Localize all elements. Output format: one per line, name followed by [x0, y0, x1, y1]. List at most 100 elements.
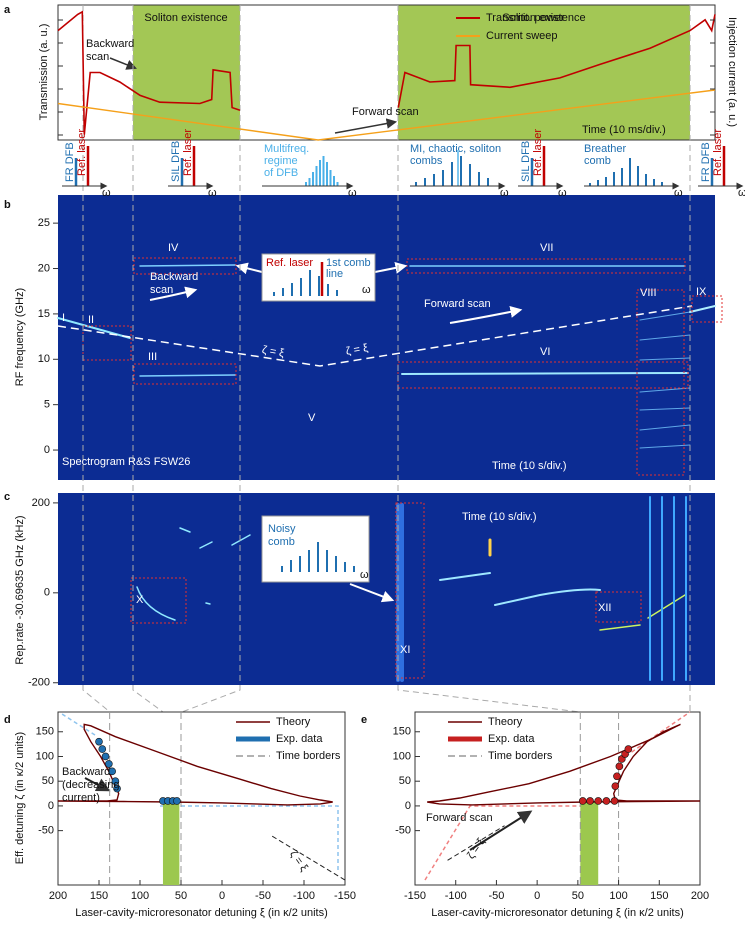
- annotation: Forward scan: [352, 106, 419, 118]
- axis-label: Laser-cavity-microresonator detuning ξ (…: [75, 907, 328, 919]
- y-tick-label: 50: [42, 775, 54, 787]
- legend-label: Current sweep: [486, 30, 558, 42]
- y-tick-label: 100: [393, 750, 411, 762]
- x-tick-label: -100: [293, 890, 315, 902]
- arrow: [109, 57, 137, 70]
- spectrum-label: Breather: [584, 143, 627, 155]
- panel-label: b: [4, 199, 11, 211]
- legend-label: Theory: [488, 716, 523, 728]
- legend-label: Time borders: [276, 750, 341, 762]
- x-tick-label: -150: [404, 890, 426, 902]
- arrow: [374, 261, 408, 274]
- axis-label: Time (10 s/div.): [462, 511, 537, 523]
- exp-point: [610, 797, 619, 805]
- y-tick-label: 5: [44, 399, 50, 411]
- panel-label: d: [4, 714, 11, 726]
- x-tick-label: 100: [609, 890, 627, 902]
- x-tick-label: 0: [219, 890, 225, 902]
- region-label: Soliton existence: [144, 12, 227, 24]
- plot-frame: [57, 4, 716, 141]
- region-label: Soliton existence: [502, 12, 585, 24]
- legend-label: Exp. data: [488, 733, 535, 745]
- y-tick-label: 0: [44, 587, 50, 599]
- panel-label: a: [4, 4, 11, 16]
- exp-point: [108, 767, 116, 776]
- axis-symbol: ω: [674, 187, 683, 199]
- y-tick-label: 0: [405, 800, 411, 812]
- arrow: [449, 305, 523, 324]
- region-label: IV: [168, 242, 179, 254]
- annotation: Backward: [62, 766, 110, 778]
- x-tick-label: 200: [691, 890, 709, 902]
- exp-point: [95, 737, 103, 746]
- axis-label: Rep.rate -30.69635 GHz (kHz): [14, 515, 26, 664]
- x-tick-label: 150: [650, 890, 668, 902]
- axis-symbol: ω: [348, 187, 357, 199]
- y-tick-label: 50: [399, 775, 411, 787]
- spectrum-label: comb: [584, 155, 611, 167]
- series-line: [57, 10, 716, 135]
- exp-point: [615, 762, 624, 771]
- traces: [57, 264, 716, 449]
- spectrum-label: FR DFB: [700, 142, 712, 182]
- axis-label: Laser-cavity-microresonator detuning ξ (…: [431, 907, 684, 919]
- spectrum-label: regime: [264, 155, 298, 167]
- axis-symbol: ω: [558, 187, 567, 199]
- axis-symbol: ω: [208, 187, 217, 199]
- y-tick-label: 150: [393, 726, 411, 738]
- x-tick-label: -150: [334, 890, 356, 902]
- x-tick-label: 50: [175, 890, 187, 902]
- spectrum-label: SIL DFB: [170, 141, 182, 182]
- x-tick-label: 100: [131, 890, 149, 902]
- region-label: III: [148, 351, 157, 363]
- annotation: ζ = ξ: [345, 342, 369, 358]
- x-tick-label: 200: [49, 890, 67, 902]
- exp-point: [113, 784, 121, 793]
- spectrogram: [58, 493, 715, 685]
- x-tick-label: 150: [90, 890, 108, 902]
- x-tick-label: 50: [572, 890, 584, 902]
- region-label: II: [88, 314, 94, 326]
- axis-label: Injection current (a. u.): [726, 17, 738, 127]
- panel-label: e: [361, 714, 367, 726]
- inset-label: Ref. laser: [266, 257, 313, 269]
- annotation: current): [62, 792, 100, 804]
- arrow: [84, 777, 111, 792]
- zeta-line: [270, 835, 345, 881]
- spectrum-label: of DFB: [264, 167, 298, 179]
- zeta-line: [57, 305, 693, 367]
- soliton-region: [398, 5, 690, 140]
- y-tick-label: 150: [36, 726, 54, 738]
- spectrum-label: Ref. laser: [76, 129, 88, 176]
- annotation: scan: [150, 284, 173, 296]
- y-tick-label: 20: [38, 262, 50, 274]
- exp-point: [98, 745, 107, 753]
- x-tick-label: -100: [445, 890, 467, 902]
- axis-label: RF frequency (GHz): [14, 288, 26, 386]
- annotation: scan: [86, 51, 109, 63]
- y-tick-label: 25: [38, 217, 50, 229]
- exp-point: [105, 760, 113, 768]
- theory-line: [427, 723, 700, 806]
- inset-label: line: [326, 268, 343, 280]
- x-tick-label: 0: [534, 890, 540, 902]
- spectrum-label: Ref. laser: [532, 129, 544, 176]
- exp-point: [613, 772, 621, 781]
- exp-point: [594, 797, 603, 805]
- y-tick-label: 200: [32, 497, 50, 509]
- exp-point: [578, 797, 587, 805]
- x-tick-label: -50: [488, 890, 504, 902]
- y-tick-label: -200: [28, 677, 50, 689]
- spectrum-label: combs: [410, 155, 443, 167]
- existence-region: [580, 800, 599, 885]
- exp-point: [624, 745, 633, 753]
- arrow: [235, 262, 263, 275]
- spectrum-label: FR DFB: [64, 142, 76, 182]
- axis-label: Time (10 s/div.): [492, 460, 567, 472]
- annotation: (decreasing: [62, 779, 119, 791]
- spectrum-label: MI, chaotic, soliton: [410, 143, 501, 155]
- legend-label: Time borders: [488, 750, 553, 762]
- region-label: V: [308, 412, 316, 424]
- time-borders: [82, 5, 691, 713]
